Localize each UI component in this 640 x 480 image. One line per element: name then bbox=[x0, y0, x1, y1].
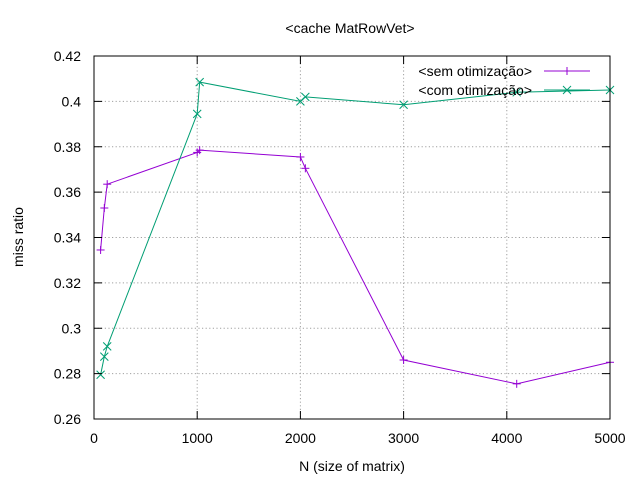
marker-cross-b bbox=[562, 85, 572, 95]
series-line bbox=[100, 149, 611, 385]
marker-cross-b bbox=[96, 370, 105, 380]
marker-cross-b bbox=[399, 100, 408, 110]
series-layer bbox=[96, 77, 615, 388]
legend-label: <com otimização> bbox=[418, 82, 532, 98]
data-point bbox=[192, 109, 202, 119]
series-1 bbox=[96, 146, 614, 388]
y-tick-label: 0.42 bbox=[54, 48, 81, 64]
data-point bbox=[102, 342, 112, 351]
y-tick-label: 0.3 bbox=[62, 320, 82, 336]
y-axis-title: miss ratio bbox=[10, 207, 26, 267]
tick-labels: 0 1000 2000 3000 4000 5000 0.26 0.28 0.3 0.32 0.34… bbox=[54, 48, 626, 446]
legend-label: <sem otimização> bbox=[418, 63, 532, 79]
legend-entry-2: <com otimização> bbox=[418, 82, 590, 98]
data-point bbox=[96, 370, 105, 380]
series-2 bbox=[96, 77, 615, 380]
y-tick-label: 0.32 bbox=[54, 275, 81, 291]
y-tick-label: 0.36 bbox=[54, 184, 81, 200]
y-tick-label: 0.28 bbox=[54, 366, 81, 382]
ticks bbox=[93, 55, 611, 420]
legend-entry-1: <sem otimização> bbox=[418, 63, 590, 79]
data-point bbox=[296, 152, 305, 161]
marker-cross-b bbox=[102, 342, 112, 351]
marker-cross-b bbox=[512, 87, 522, 97]
data-point bbox=[103, 180, 112, 189]
data-point bbox=[195, 77, 205, 87]
data-point bbox=[96, 245, 105, 254]
data-point bbox=[512, 379, 521, 388]
data-point bbox=[99, 352, 109, 361]
chart-title: <cache MatRowVet> bbox=[285, 20, 414, 36]
marker-cross-b bbox=[195, 77, 205, 87]
data-point bbox=[512, 87, 522, 97]
x-tick-label: 5000 bbox=[594, 430, 625, 446]
series-line bbox=[100, 81, 611, 375]
marker-cross-b bbox=[301, 92, 310, 102]
y-tick-label: 0.38 bbox=[54, 139, 81, 155]
legend: <sem otimização> <com otimização> bbox=[418, 63, 590, 98]
data-point bbox=[100, 204, 109, 213]
data-point bbox=[399, 100, 408, 110]
data-point bbox=[301, 164, 310, 173]
x-tick-label: 2000 bbox=[285, 430, 316, 446]
marker-cross-b bbox=[99, 352, 109, 361]
y-tick-label: 0.34 bbox=[54, 230, 81, 246]
data-point bbox=[301, 92, 310, 102]
y-tick-label: 0.4 bbox=[62, 93, 82, 109]
x-tick-label: 1000 bbox=[182, 430, 213, 446]
data-point bbox=[195, 146, 204, 155]
x-axis-title: N (size of matrix) bbox=[299, 458, 405, 474]
marker-cross-b bbox=[192, 109, 202, 119]
y-tick-label: 0.26 bbox=[54, 411, 81, 427]
data-point bbox=[399, 356, 408, 365]
x-tick-label: 3000 bbox=[388, 430, 419, 446]
x-tick-label: 4000 bbox=[491, 430, 522, 446]
x-tick-label: 0 bbox=[90, 430, 98, 446]
